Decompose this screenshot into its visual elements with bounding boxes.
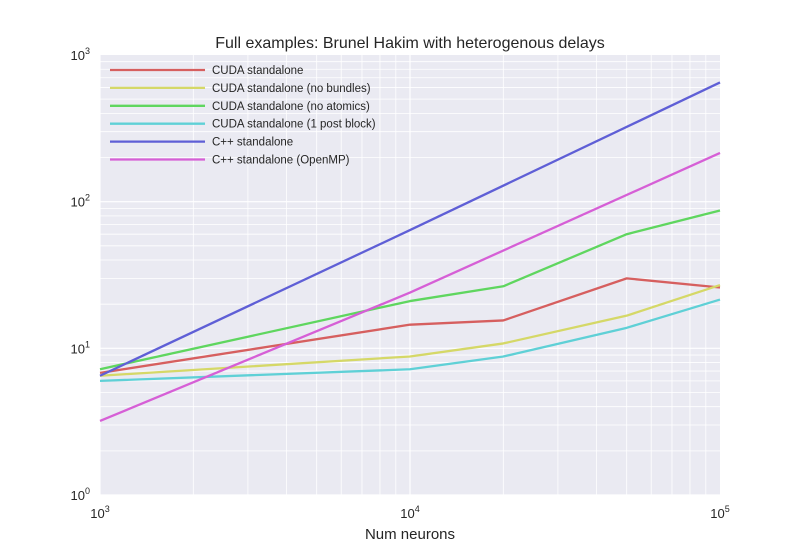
series-line-6 <box>99 151 721 422</box>
series-line-3 <box>99 209 721 371</box>
series-line-5 <box>99 81 721 377</box>
legend-label: C++ standalone <box>212 137 293 149</box>
legend-label: CUDA standalone (no atomics) <box>212 101 370 113</box>
y-tick-label: 102 <box>71 193 90 210</box>
x-tick-label: 105 <box>710 504 729 521</box>
chart-title: Full examples: Brunel Hakim with heterog… <box>215 35 605 52</box>
y-tick-label: 101 <box>71 339 90 356</box>
legend-label: CUDA standalone <box>212 65 303 77</box>
y-tick-label: 103 <box>71 46 90 63</box>
series-lines <box>99 81 721 422</box>
x-tick-label: 104 <box>400 504 419 521</box>
legend-label: C++ standalone (OpenMP) <box>212 155 350 167</box>
series-line-4 <box>99 298 721 383</box>
x-axis-label: Num neurons <box>365 526 455 543</box>
series-line-1 <box>99 277 721 375</box>
grid <box>99 55 720 496</box>
y-tick-label: 100 <box>71 486 90 503</box>
legend: CUDA standalone CUDA standalone (no bundl… <box>110 65 376 167</box>
legend-label: CUDA standalone (no bundles) <box>212 83 371 95</box>
legend-label: CUDA standalone (1 post block) <box>212 119 376 131</box>
series-line-2 <box>99 283 721 377</box>
tick-labels: 103 104 105 100 101 102 103 <box>71 46 730 521</box>
x-tick-label: 103 <box>90 504 109 521</box>
